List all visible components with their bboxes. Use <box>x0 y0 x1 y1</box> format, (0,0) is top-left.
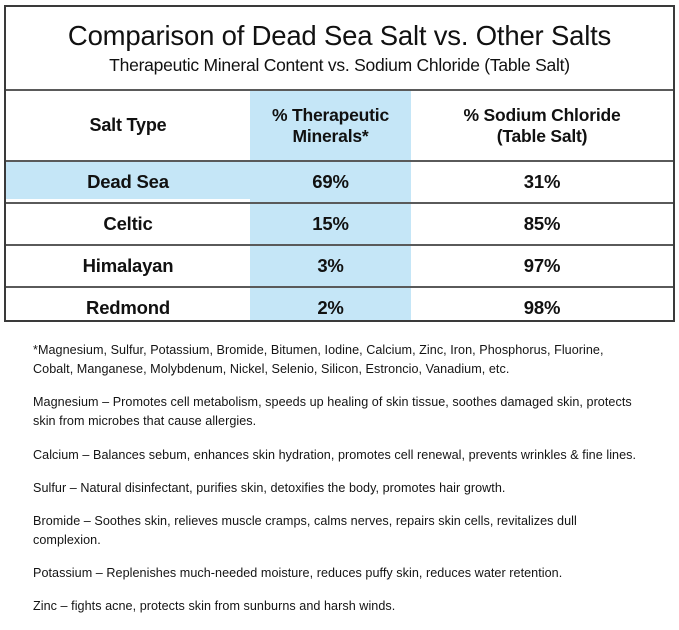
footnote-sulfur: Sulfur – Natural disinfectant, purifies … <box>33 480 506 495</box>
column-header-salt-type: Salt Type <box>6 91 250 162</box>
table-head: Salt Type % Therapeutic Minerals* % Sodi… <box>6 91 673 162</box>
cell-salt-name: Celtic <box>6 203 250 246</box>
column-header-minerals-line1: % Therapeutic <box>271 105 389 126</box>
footnote-minerals-list: *Magnesium, Sulfur, Potassium, Bromide, … <box>33 343 604 377</box>
table-container: Salt Type % Therapeutic Minerals* % Sodi… <box>6 91 673 320</box>
footnote-magnesium: Magnesium – Promotes cell metabolism, sp… <box>33 395 632 429</box>
cell-salt-name: Himalayan <box>6 245 250 288</box>
cell-therapeutic-minerals: 69% <box>250 161 411 204</box>
table-row: Dead Sea 69% 31% <box>6 161 673 204</box>
cell-salt-name: Redmond <box>86 297 170 318</box>
cell-sodium-chloride: 85% <box>411 203 673 246</box>
table-row: Celtic 15% 85% <box>6 203 673 246</box>
table-header-row: Salt Type % Therapeutic Minerals* % Sodi… <box>6 91 673 162</box>
column-header-nacl-line1: % Sodium Chloride <box>463 105 621 126</box>
column-header-sodium-chloride: % Sodium Chloride (Table Salt) <box>411 91 673 162</box>
salt-comparison-table: Salt Type % Therapeutic Minerals* % Sodi… <box>6 91 673 328</box>
footnote-bromide: Bromide – Soothes skin, relieves muscle … <box>33 513 577 547</box>
cell-sodium-chloride: 31% <box>411 161 673 204</box>
cell-sodium-chloride: 97% <box>411 245 673 288</box>
cell-sodium-chloride: 98% <box>523 297 561 318</box>
comparison-table-frame: Comparison of Dead Sea Salt vs. Other Sa… <box>4 5 675 322</box>
title-block: Comparison of Dead Sea Salt vs. Other Sa… <box>6 7 673 91</box>
table-row: Himalayan 3% 97% <box>6 245 673 288</box>
cell-therapeutic-minerals: 2% <box>317 297 344 318</box>
footnotes-block: *Magnesium, Sulfur, Potassium, Bromide, … <box>33 341 638 630</box>
page-subtitle: Therapeutic Mineral Content vs. Sodium C… <box>109 54 570 75</box>
footnote-calcium: Calcium – Balances sebum, enhances skin … <box>33 447 637 462</box>
cell-therapeutic-minerals: 3% <box>250 245 411 288</box>
column-header-therapeutic-minerals: % Therapeutic Minerals* <box>250 91 411 162</box>
column-header-nacl-line2: (Table Salt) <box>496 125 588 146</box>
cell-salt-name: Dead Sea <box>6 161 250 204</box>
footnote-potassium: Potassium – Replenishes much-needed mois… <box>33 566 563 581</box>
table-body: Dead Sea 69% 31% Celtic 15% 85% Himalaya… <box>6 161 673 328</box>
column-header-minerals-line2: Minerals* <box>292 125 369 146</box>
table-row: Redmond 2% 98% <box>6 287 673 328</box>
footnote-zinc: Zinc – fights acne, protects skin from s… <box>33 599 396 614</box>
cell-therapeutic-minerals: 15% <box>250 203 411 246</box>
page-title: Comparison of Dead Sea Salt vs. Other Sa… <box>67 20 612 51</box>
